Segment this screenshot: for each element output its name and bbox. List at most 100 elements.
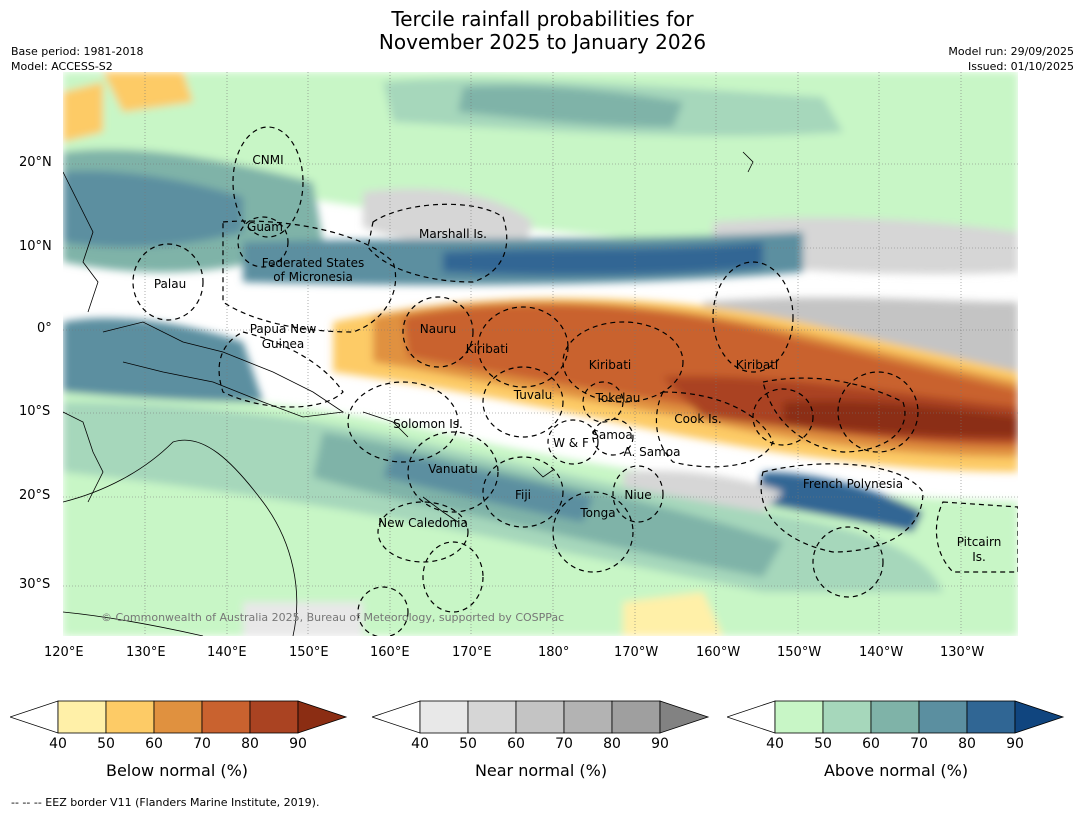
colorbar-tick-label: 50 (814, 736, 832, 752)
lat-label-0: 0° (37, 321, 52, 336)
label-tokelau: Tokelau (595, 391, 641, 405)
label-kiribati-east: Kiribati (736, 358, 778, 372)
label-kiribati-west: Kiribati (466, 342, 508, 356)
colorbar-over-triangle (1014, 700, 1065, 734)
colorbar-tick-label: 70 (910, 736, 928, 752)
label-tonga: Tonga (579, 506, 615, 520)
lon-label-180: 180° (538, 645, 570, 660)
colorbar-tick-label: 40 (411, 736, 429, 752)
colorbar-segment (467, 700, 517, 734)
lat-label-10s: 10°S (19, 404, 51, 419)
meta-right: Model run: 29/09/2025 Issued: 01/10/2025 (948, 44, 1074, 74)
colorbar-segment (822, 700, 872, 734)
colorbar-tick-label: 90 (289, 736, 307, 752)
lon-label-160w: 160°W (696, 645, 741, 660)
colorbar-tick-label: 60 (145, 736, 163, 752)
map-title: Tercile rainfall probabilities for Novem… (0, 8, 1085, 54)
region-labels: CNMI Guam Marshall Is. Federated States … (154, 153, 1001, 564)
lon-label-150w: 150°W (777, 645, 822, 660)
label-kiribati-central: Kiribati (589, 358, 631, 372)
colorbar-tick-label: 50 (459, 736, 477, 752)
label-guam: Guam (247, 220, 283, 234)
label-american-samoa: A. Samoa (624, 445, 681, 459)
lon-label-160e: 160°E (370, 645, 410, 660)
colorbar-near-normal (372, 700, 710, 734)
title-line-1: Tercile rainfall probabilities for (391, 7, 694, 31)
eez-borders (132, 126, 1018, 636)
label-cnmi: CNMI (252, 153, 283, 167)
label-pitcairn-1: Pitcairn (957, 535, 1002, 549)
colorbar-title-near: Near normal (%) (474, 761, 608, 780)
label-cook-islands: Cook Is. (674, 412, 721, 426)
colorbar-tick-label: 60 (862, 736, 880, 752)
model-name: Model: ACCESS-S2 (11, 60, 113, 73)
colorbar-segment (105, 700, 155, 734)
lon-label-130w: 130°W (940, 645, 985, 660)
lat-label-20n: 20°N (19, 155, 52, 170)
lat-label-30s: 30°S (19, 577, 51, 592)
colorbar-tick-label: 40 (49, 736, 67, 752)
lat-label-10n: 10°N (19, 239, 52, 254)
label-nauru: Nauru (420, 322, 456, 336)
label-vanuatu: Vanuatu (428, 462, 478, 476)
rainfall-map: CNMI Guam Marshall Is. Federated States … (63, 72, 1018, 636)
label-png-2: Guinea (262, 337, 305, 351)
colorbar-tick-label: 70 (193, 736, 211, 752)
label-french-polynesia: French Polynesia (803, 477, 903, 491)
colorbar-over-triangle (297, 700, 348, 734)
title-line-2: November 2025 to January 2026 (378, 30, 707, 54)
colorbar-tick-label: 40 (766, 736, 784, 752)
colorbar-title-above: Above normal (%) (823, 761, 969, 780)
label-wallis-futuna: W & F (553, 436, 589, 450)
lon-label-140e: 140°E (207, 645, 247, 660)
colorbar-tick-label: 60 (507, 736, 525, 752)
colorbar-below-normal (10, 700, 348, 734)
colorbar-under-triangle (372, 700, 421, 734)
lon-label-170e: 170°E (452, 645, 492, 660)
copyright-notice: © Commonwealth of Australia 2025, Bureau… (101, 611, 564, 624)
label-fiji: Fiji (515, 488, 531, 502)
colorbar-segment (201, 700, 251, 734)
colorbar-tick-label: 70 (555, 736, 573, 752)
colorbar-over-triangle (659, 700, 710, 734)
lon-label-130e: 130°E (126, 645, 166, 660)
colorbar-under-triangle (727, 700, 776, 734)
colorbar-tick-label: 80 (958, 736, 976, 752)
model-run: Model run: 29/09/2025 (948, 45, 1074, 58)
colorbar-segment (774, 700, 824, 734)
label-palau: Palau (154, 277, 186, 291)
label-solomon: Solomon Is. (393, 417, 463, 431)
issued-date: Issued: 01/10/2025 (967, 60, 1074, 73)
lat-label-20s: 20°S (19, 488, 51, 503)
label-tuvalu: Tuvalu (513, 388, 553, 402)
lon-label-120e: 120°E (44, 645, 84, 660)
colorbar-segment (611, 700, 661, 734)
label-pitcairn-2: Is. (972, 550, 986, 564)
colorbar-segment (966, 700, 1016, 734)
colorbar-tick-label: 90 (651, 736, 669, 752)
colorbar-under-triangle (10, 700, 59, 734)
lon-label-140w: 140°W (859, 645, 904, 660)
colorbar-segment (249, 700, 299, 734)
colorbar-tick-label: 50 (97, 736, 115, 752)
base-period: Base period: 1981-2018 (11, 45, 144, 58)
coastlines (63, 151, 754, 636)
colorbar-segment (870, 700, 920, 734)
colorbar-tick-label: 90 (1006, 736, 1024, 752)
label-new-caledonia: New Caledonia (378, 516, 468, 530)
colorbar-segment (515, 700, 565, 734)
eez-footnote: -- -- -- EEZ border V11 (Flanders Marine… (11, 796, 320, 809)
colorbar-segment (563, 700, 613, 734)
label-fsm-2: of Micronesia (273, 270, 353, 284)
label-niue: Niue (624, 488, 651, 502)
meta-left: Base period: 1981-2018 Model: ACCESS-S2 (11, 44, 143, 74)
colorbar-segment (918, 700, 968, 734)
lon-label-150e: 150°E (289, 645, 329, 660)
colorbar-tick-label: 80 (241, 736, 259, 752)
colorbar-above-normal (727, 700, 1065, 734)
colorbar-tick-label: 80 (603, 736, 621, 752)
colorbar-title-below: Below normal (%) (105, 761, 249, 780)
label-png-1: Papua New (250, 322, 317, 336)
label-samoa: Samoa (591, 428, 632, 442)
label-fsm-1: Federated States (262, 256, 364, 270)
